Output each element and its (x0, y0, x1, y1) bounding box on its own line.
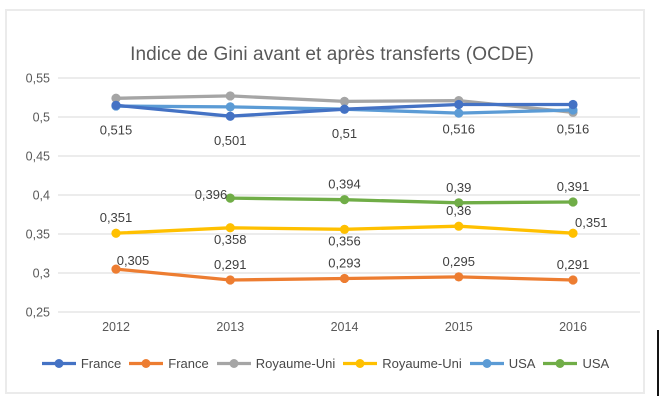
x-tick-label: 2015 (445, 320, 473, 334)
y-tick-label: 0,45 (26, 150, 50, 164)
data-label: 0,293 (328, 255, 361, 270)
y-tick-label: 0,25 (26, 306, 50, 320)
legend-marker-icon (129, 358, 164, 368)
legend-marker-icon (343, 358, 378, 368)
legend-item-3-royaume-uni: Royaume-Uni (342, 355, 462, 371)
data-point (339, 224, 350, 234)
data-label: 0,515 (100, 122, 133, 137)
data-point (454, 198, 464, 208)
x-tick-label: 2014 (331, 320, 359, 334)
legend-label: France (80, 355, 122, 371)
y-tick-label: 0,5 (33, 111, 50, 125)
y-tick-label: 0,4 (33, 189, 50, 203)
legend-item-1-france: France (128, 355, 209, 371)
data-point (454, 108, 464, 118)
data-point (225, 102, 235, 112)
data-label: 0,291 (557, 257, 590, 272)
data-label: 0,351 (100, 210, 133, 225)
data-point (111, 100, 121, 110)
legend-label: Royaume-Uni (255, 355, 336, 371)
data-point (111, 264, 121, 274)
legend-label: USA (508, 355, 536, 371)
y-tick-label: 0,55 (26, 72, 50, 86)
data-label: 0,51 (332, 126, 357, 141)
data-point (339, 104, 350, 114)
legend: France France Royaume-Uni Royaume-Uni USA USA (5, 353, 645, 373)
data-point (225, 193, 235, 203)
data-label: 0,36 (446, 203, 471, 218)
legend-label: Royaume-Uni (382, 355, 462, 371)
data-point (111, 228, 121, 238)
data-point (454, 221, 464, 231)
data-point (568, 99, 578, 110)
data-point (225, 111, 235, 121)
legend-item-0-france: France (41, 356, 121, 371)
data-point (454, 99, 464, 110)
data-label: 0,356 (328, 233, 361, 248)
data-label: 0,394 (328, 177, 361, 192)
data-point (225, 223, 235, 233)
legend-item-2-royaume-uni: Royaume-Uni (216, 356, 335, 371)
legend-marker-icon (216, 358, 251, 368)
legend-item-4-usa: USA (469, 355, 536, 371)
data-label: 0,291 (214, 257, 247, 272)
data-label: 0,396 (195, 187, 228, 202)
data-label: 0,358 (214, 232, 247, 247)
data-point (339, 96, 350, 106)
window-edge-artifact (657, 330, 659, 396)
y-tick-label: 0,35 (26, 228, 50, 242)
data-label: 0,501 (214, 133, 247, 148)
x-tick-label: 2016 (559, 320, 587, 334)
legend-marker-icon (41, 358, 76, 368)
data-point (568, 275, 578, 285)
legend-marker-icon (543, 358, 578, 368)
data-label: 0,516 (442, 122, 475, 137)
data-point (225, 275, 235, 285)
data-point (225, 91, 235, 101)
data-point (339, 273, 350, 284)
x-tick-label: 2013 (216, 320, 244, 334)
data-point (568, 197, 578, 207)
data-label: 0,295 (442, 254, 475, 269)
legend-label: France (168, 355, 209, 371)
data-point (454, 272, 464, 282)
legend-label: USA (582, 355, 610, 371)
y-tick-label: 0,3 (33, 267, 50, 281)
data-label: 0,391 (557, 179, 590, 194)
data-label: 0,39 (446, 180, 471, 195)
x-tick-label: 2012 (102, 320, 130, 334)
chart-title: Indice de Gini avant et après transferts… (130, 44, 534, 65)
data-label: 0,516 (557, 122, 590, 137)
data-point (568, 228, 578, 238)
data-point (339, 195, 350, 205)
data-point (111, 93, 121, 103)
legend-marker-icon (469, 358, 504, 368)
series-line-5-usa (228, 196, 575, 205)
data-label: 0,351 (575, 215, 608, 230)
legend-item-5-usa: USA (542, 356, 609, 371)
data-label: 0,305 (117, 253, 150, 268)
